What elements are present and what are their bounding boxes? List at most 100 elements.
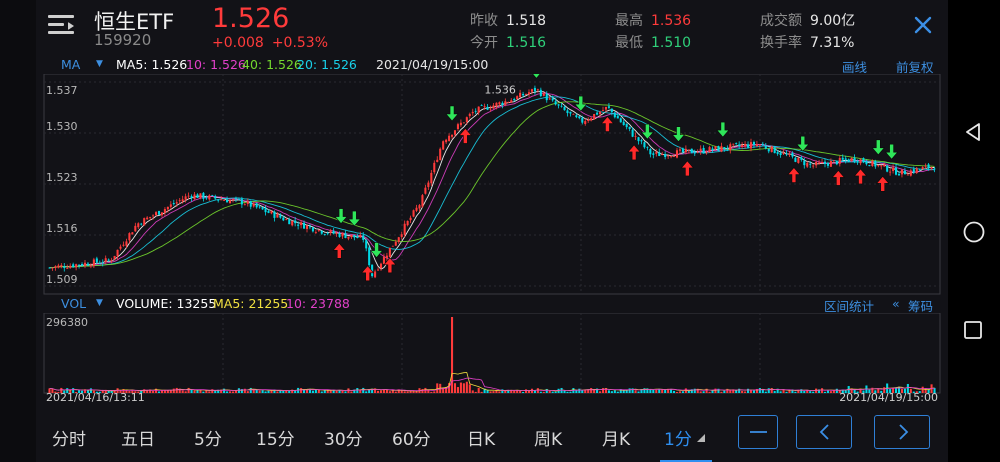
- tab-4[interactable]: 15分: [256, 430, 295, 450]
- candle-body: [48, 267, 51, 269]
- volume-bar: [205, 390, 208, 393]
- candle-body: [785, 153, 788, 155]
- candle-body: [131, 232, 134, 235]
- candle-body: [930, 167, 933, 169]
- menu-icon[interactable]: [48, 12, 76, 38]
- volume-bar: [525, 389, 528, 393]
- recents-icon[interactable]: [962, 319, 984, 341]
- home-icon[interactable]: [962, 220, 986, 244]
- y-tick-label: 1.523: [46, 171, 78, 184]
- volume-bar: [442, 387, 445, 393]
- volume-bar: [670, 388, 673, 393]
- volume-bar: [897, 386, 901, 393]
- volume-bar: [146, 389, 149, 393]
- chips-button[interactable]: 筹码: [908, 299, 934, 314]
- tab-dropdown-icon[interactable]: [697, 434, 705, 442]
- volume-bar: [288, 390, 291, 393]
- tab-3[interactable]: 5分: [194, 430, 222, 450]
- candle-body: [809, 163, 812, 165]
- volume-bar: [226, 391, 229, 393]
- period-tabs: 分时 五日 5分 15分 30分 60分 日K 周K 月K 1分: [36, 410, 948, 462]
- price-annotation: 1.536: [484, 83, 516, 96]
- tab-2[interactable]: 五日: [121, 430, 155, 450]
- tab-10[interactable]: 1分: [664, 430, 692, 450]
- candle-body: [344, 233, 347, 239]
- candle-body: [255, 203, 258, 208]
- next-button[interactable]: [874, 415, 930, 449]
- candle-body: [276, 214, 279, 218]
- tab-5[interactable]: 30分: [324, 430, 363, 450]
- previous-button[interactable]: [796, 415, 852, 449]
- volume-bar: [149, 389, 152, 393]
- volume-bar: [489, 391, 492, 393]
- volume-bar: [152, 390, 155, 393]
- volume-bar: [542, 391, 545, 393]
- volume-bar: [773, 391, 776, 393]
- candle-body: [631, 129, 634, 137]
- candle-body: [486, 106, 489, 110]
- candle-body: [622, 121, 625, 126]
- candle-body: [483, 106, 486, 107]
- interval-stats-button[interactable]: 区间统计: [824, 299, 875, 314]
- volume-chart[interactable]: 296380 2021/04/16/13:11 2021/04/19/15:00: [36, 313, 948, 407]
- tab-7[interactable]: 日K: [467, 430, 496, 450]
- candle-body: [596, 112, 599, 115]
- close-icon[interactable]: [912, 14, 934, 36]
- tab-9[interactable]: 月K: [602, 430, 631, 450]
- candle-body: [294, 220, 297, 224]
- candle-body: [424, 187, 427, 194]
- back-icon[interactable]: [962, 121, 984, 143]
- candle-body: [510, 100, 513, 103]
- candle-body: [379, 263, 383, 269]
- volume-bar: [471, 390, 474, 393]
- candle-body: [542, 92, 545, 96]
- volume-bar: [625, 389, 628, 393]
- draw-line-button[interactable]: 画线: [842, 60, 868, 75]
- candle-body: [507, 102, 510, 103]
- candle-body: [658, 152, 661, 157]
- candle-body: [909, 170, 912, 176]
- tab-1[interactable]: 分时: [52, 430, 86, 450]
- candle-body: [433, 162, 436, 173]
- ma-dropdown-icon[interactable]: ▼: [96, 59, 103, 69]
- volume-bar: [693, 388, 696, 393]
- volume-bar: [844, 390, 847, 393]
- volume-bar: [332, 389, 335, 393]
- candle-body: [140, 223, 143, 225]
- candle-body: [288, 219, 291, 225]
- vol-label[interactable]: VOL: [61, 296, 87, 311]
- restore-right-button[interactable]: 前复权: [896, 60, 934, 75]
- candle-body: [767, 148, 770, 152]
- candle-body: [229, 200, 232, 204]
- candle-body: [178, 200, 181, 202]
- chips-arrow-icon[interactable]: «: [892, 296, 900, 311]
- candle-body: [388, 247, 391, 258]
- volume-bar: [776, 388, 779, 393]
- volume-bar: [782, 389, 785, 393]
- volume-bar: [208, 391, 211, 393]
- candle-body: [456, 124, 459, 129]
- buy-signal-arrow-icon: [347, 210, 362, 227]
- tab-6[interactable]: 60分: [392, 430, 431, 450]
- volume-bar: [652, 389, 655, 393]
- candle-body: [462, 122, 465, 124]
- volume-bar: [613, 390, 616, 393]
- ma-label[interactable]: MA: [61, 57, 81, 72]
- candle-body: [92, 259, 95, 267]
- zoom-out-button[interactable]: [738, 415, 778, 449]
- volume-bar: [166, 390, 169, 393]
- volume-bar: [258, 390, 261, 393]
- y-tick-label: 1.537: [46, 84, 78, 97]
- volume-bar: [501, 389, 504, 393]
- volume-bar: [723, 390, 726, 393]
- kline-chart[interactable]: 1.537 1.530 1.523 1.516 1.509 1.536: [36, 74, 948, 314]
- change-value: +0.008: [212, 35, 264, 51]
- vol-dropdown-icon[interactable]: ▼: [96, 298, 103, 308]
- candle-body: [181, 199, 184, 202]
- candle-body: [430, 172, 433, 184]
- candle-body: [489, 108, 492, 110]
- candle-body: [314, 231, 317, 233]
- candle-body: [726, 148, 729, 150]
- tab-8[interactable]: 周K: [534, 430, 563, 450]
- candle-body: [113, 255, 116, 260]
